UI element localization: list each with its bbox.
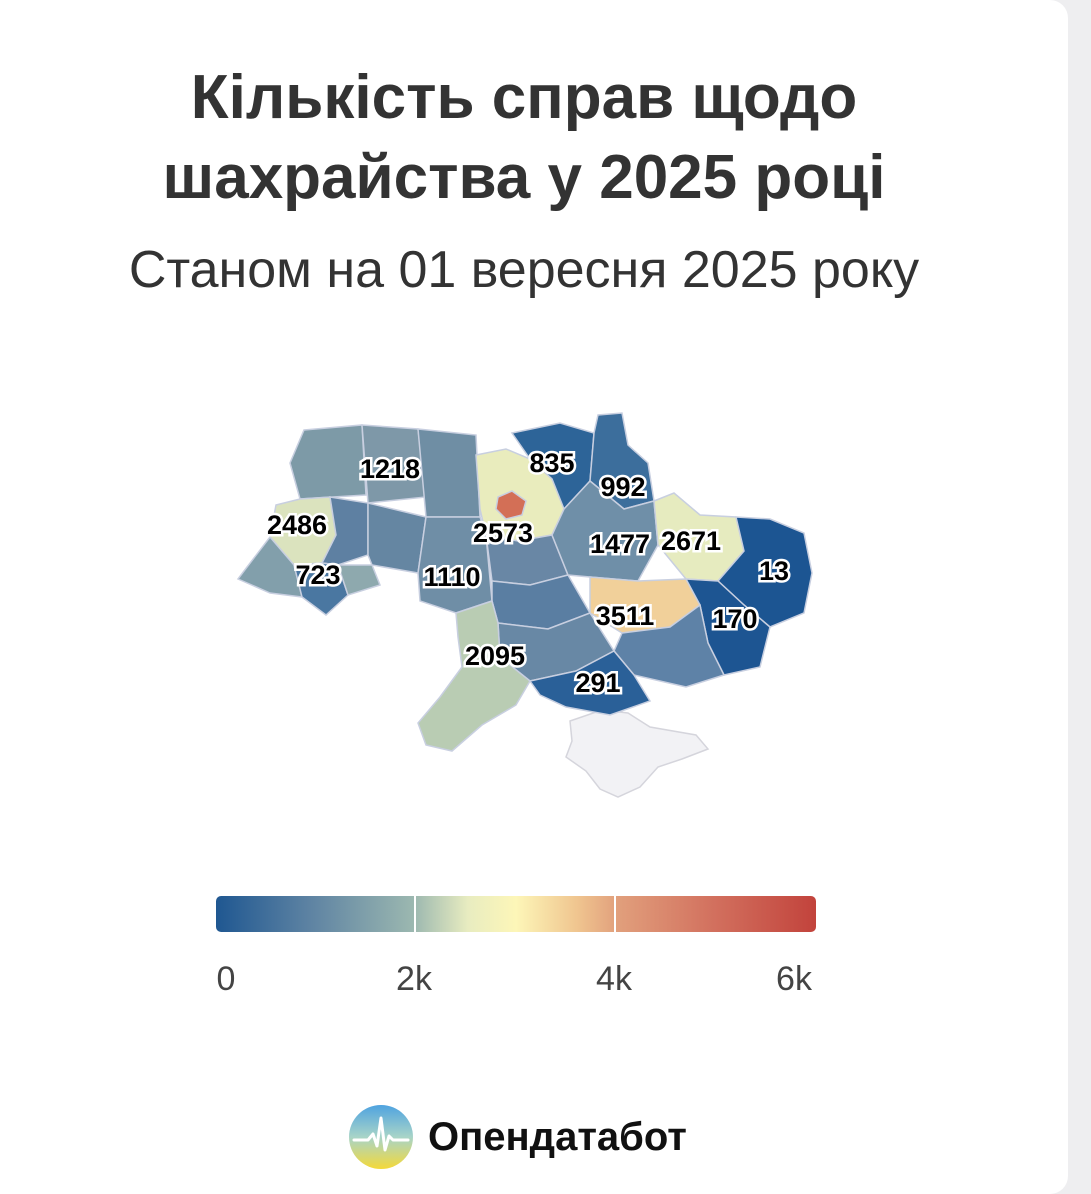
value-label-sumy: 992 [600,472,645,502]
value-label-rivne: 1218 [360,454,420,484]
colorbar-tick-label: 4k [596,960,632,998]
region-khmelnytskyi [367,502,427,574]
region-luhansk [716,516,813,628]
chart-title: Кількість справ щодо шахрайства у 2025 р… [162,63,886,212]
value-label-donetsk: 170 [712,604,757,634]
ukraine-map: 1218 835 992 2486 2573 1477 2671 723 111… [236,412,813,798]
value-label-vinnytsia: 1110 [423,562,480,592]
region-chernivtsi [336,564,381,596]
value-label-chernihiv: 835 [529,448,574,478]
region-volyn [289,424,367,500]
region-zhytomyr [417,428,481,518]
colorbar-divider [414,896,416,932]
colorbar-tick-label: 0 [216,960,236,998]
region-poltava [551,479,659,582]
value-label-odesa: 2095 [465,641,525,671]
value-label-lviv: 2486 [267,510,327,540]
value-label-luhansk: 13 [759,556,789,586]
sun-heartbeat-logo-icon [349,1105,413,1169]
value-label-ivano-frankivsk: 723 [295,560,340,590]
colorbar-tick-label: 6k [776,960,812,998]
brand: Опендатабот [348,1104,687,1170]
colorbar-tick-label: 2k [396,960,432,998]
value-label-dnipropetrovsk: 3511 [596,601,655,631]
chart-card: Кількість справ щодо шахрайства у 2025 р… [0,0,1068,1194]
value-label-kharkiv: 2671 [661,526,721,556]
brand-name: Опендатабот [428,1114,687,1159]
region-kherson [528,650,652,716]
chart-subtitle: Станом на 01 вересня 2025 року [128,241,920,299]
region-kyiv-city [495,490,527,520]
value-label-kyiv-oblast: 2573 [473,518,533,548]
value-label-kherson: 291 [575,668,620,698]
region-odesa [417,600,531,752]
region-crimea [565,709,710,798]
colorbar [216,896,816,932]
colorbar-divider [614,896,616,932]
value-label-poltava: 1477 [590,529,650,559]
